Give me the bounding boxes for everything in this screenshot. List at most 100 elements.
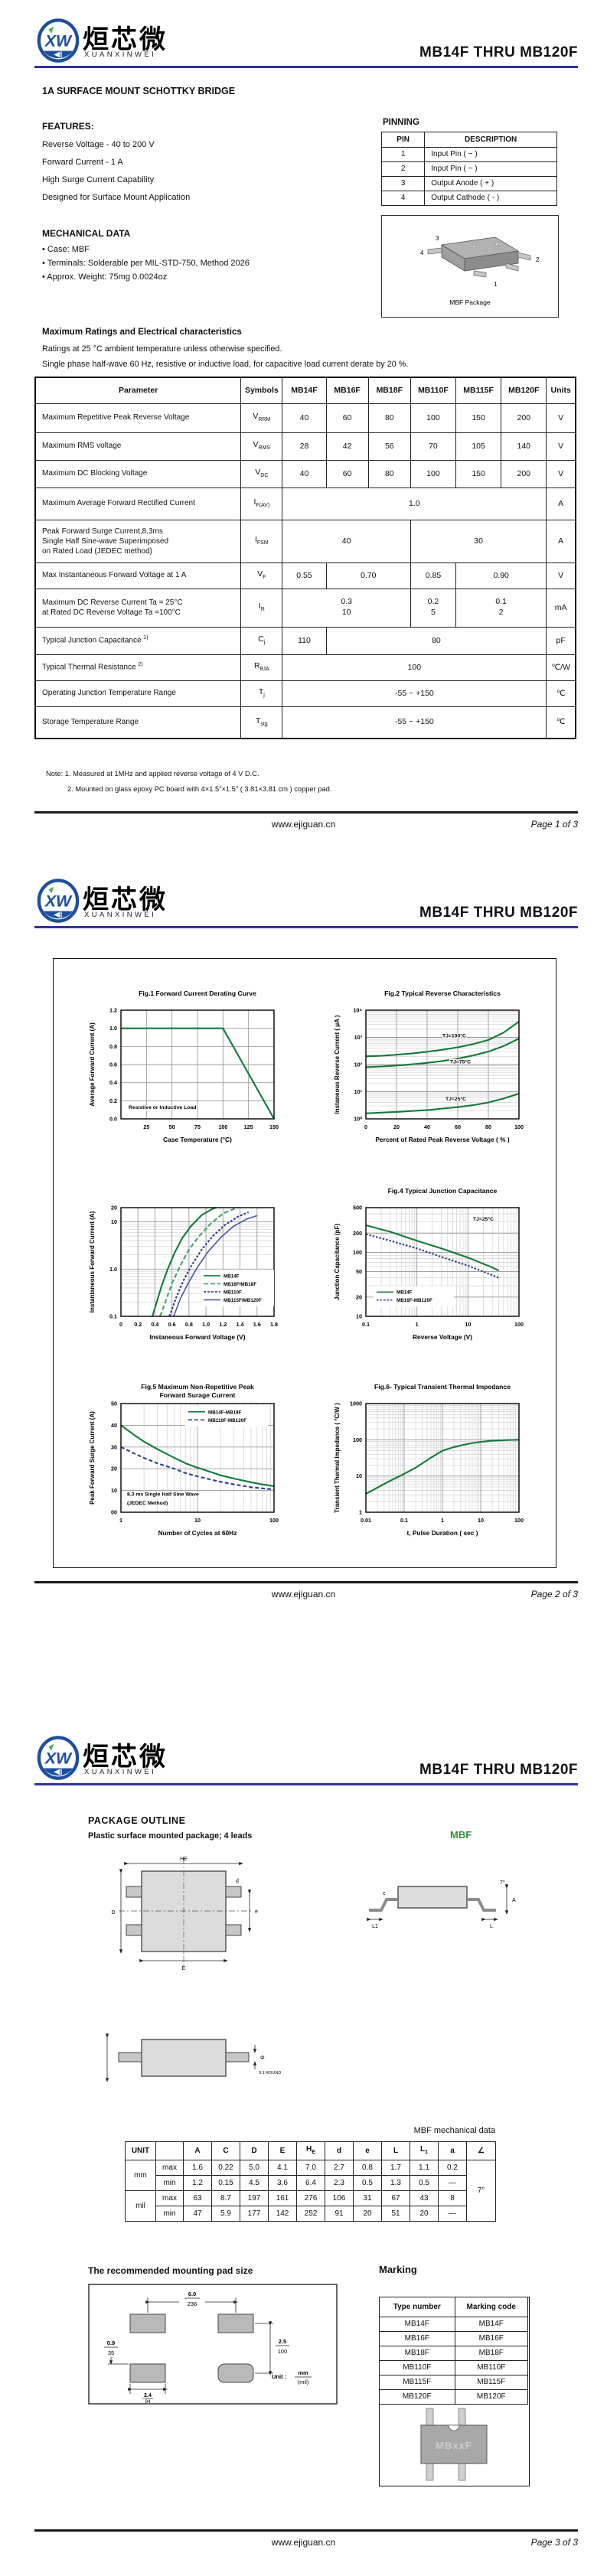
chart-text: 1.6: [253, 1321, 261, 1328]
doc-title: MB14F THRU MB120F: [419, 905, 578, 921]
feature-item: Forward Current - 1 A: [42, 158, 123, 167]
chart-text: MB110F: [224, 1290, 242, 1295]
ratings-subtitle: Single phase half-wave 60 Hz, resistive …: [42, 360, 409, 369]
chart-text: 1.8: [270, 1321, 278, 1328]
svg-text:XW: XW: [44, 1749, 73, 1768]
table-cell: Maximum Average Forward Rectified Curren…: [34, 487, 242, 520]
chart-shape: [173, 1215, 258, 1317]
dim-label: L1: [372, 1924, 378, 1929]
chart-text: 10¹: [354, 1088, 363, 1095]
pkg-body: [420, 2424, 488, 2464]
table-cell: Maximum DC Reverse Current Ta = 25°C at R…: [34, 588, 242, 628]
table-cell: A: [546, 519, 576, 563]
note-line: Note: 1. Measured at 1MHz and applied re…: [46, 770, 259, 778]
chart-text: 1: [119, 1517, 122, 1524]
table-cell: 80: [367, 459, 411, 488]
pkg-lead: [473, 270, 487, 278]
table-header-cell: MB18F: [367, 377, 411, 404]
marking-code-on-package: MBxxF: [436, 2440, 472, 2451]
table-cell: 200: [501, 403, 547, 433]
chart-text: MB110F-MB120F: [208, 1418, 246, 1423]
package-outline-subtitle: Plastic surface mounted package; 4 leads: [88, 1831, 253, 1841]
table-cell: Tstg: [240, 706, 283, 739]
table-cell: VF: [240, 562, 283, 589]
table-cell: Typical Junction Capacitance 1): [34, 626, 242, 655]
chart-text: Fig.2 Typical Reverse Characteristics: [384, 990, 501, 997]
table-header-cell: d: [325, 2141, 354, 2160]
pkg-lead: [517, 252, 531, 261]
chart-text: 150: [269, 1123, 279, 1130]
dim-label: Φ: [260, 2056, 265, 2061]
package-outline-drawing: HE E D e d A L L1 c 7° Φ 0.1 ROUND: [105, 1857, 516, 2082]
chart-text: Average Forward Current (A): [89, 1022, 96, 1107]
table-cell: A: [546, 487, 576, 520]
table-header-cell: DESCRIPTION: [424, 132, 557, 148]
chart-text: TJ=25°C: [473, 1216, 494, 1222]
package-outline-heading: PACKAGE OUTLINE: [88, 1815, 186, 1826]
doc-title: MB14F THRU MB120F: [419, 1762, 578, 1778]
table-cell: 91: [325, 2206, 354, 2222]
side-view-lead: [369, 1898, 398, 1912]
table-cell: mm: [125, 2160, 156, 2191]
table-header-cell: MB120F: [501, 377, 547, 404]
table-cell: MB14F: [454, 2317, 529, 2332]
chart-text: MB115F/MB120F: [224, 1298, 262, 1303]
table-cell: 8: [438, 2190, 467, 2206]
mounting-pad-drawing: 6.0 236 2.5 100 0.9 35 2.4 94 Unit : mm …: [88, 2284, 338, 2405]
company-logo-slot: XW: [35, 18, 81, 63]
table-cell: 110: [282, 626, 327, 655]
dim-label: HE: [180, 1857, 188, 1862]
table-cell: 51: [381, 2206, 410, 2222]
package-caption: MBF Package: [449, 298, 491, 306]
pkg-mold-dot: [472, 244, 476, 249]
chart-shape: [120, 1424, 275, 1487]
chart-text: 40: [111, 1422, 117, 1429]
svg-text:XW: XW: [44, 32, 73, 51]
pin-number: 3: [436, 235, 439, 242]
table-header-cell: e: [353, 2141, 382, 2160]
footer-site-link[interactable]: www.ejiguan.cn: [271, 819, 336, 830]
chart-text: 0.1: [400, 1517, 408, 1524]
chart-shape: [365, 1207, 520, 1317]
chart-text: 0.01: [361, 1517, 371, 1524]
feature-item: High Surge Current Capability: [42, 175, 155, 184]
chart-text: Transient Thermal Impedance ( °C/W ): [334, 1403, 341, 1513]
data-table: Parameter Symbols MB14F MB16F MB18F MB110F MB1…: [34, 377, 576, 739]
table-cell: 1.7: [381, 2160, 410, 2176]
table-cell: ℃: [546, 706, 576, 739]
chart-text: 10: [194, 1517, 201, 1524]
chart-text: 20: [111, 1205, 117, 1211]
company-logo: XW: [37, 1736, 80, 1780]
unit-label: Unit :: [272, 2373, 286, 2380]
chart-text: 40: [424, 1123, 430, 1130]
brand-name-en: XUANXINWEI: [84, 51, 157, 59]
data-table: UNIT A C D E HE d e L L1 a ∠ mm max 1.6 0.22 5.0 4.1 7.0 2.…: [125, 2141, 496, 2222]
table-header-cell: L1: [410, 2141, 439, 2160]
chart-text: 10: [465, 1321, 471, 1328]
chart-text: 1: [416, 1321, 419, 1328]
chart-text: 80: [485, 1123, 491, 1130]
dim-label: d: [236, 1879, 239, 1884]
doc-title: MB14F THRU MB120F: [419, 44, 578, 60]
table-cell: RθJA: [240, 654, 283, 681]
table-cell: 80: [325, 626, 547, 655]
table-cell: ℃: [546, 680, 576, 707]
chart-text: (JEDEC Method): [127, 1501, 168, 1506]
table-cell: 105: [455, 432, 502, 461]
table-header-cell: UNIT: [125, 2141, 156, 2160]
chart-text: 0.8: [185, 1321, 193, 1328]
table-cell: MB18F: [379, 2346, 455, 2361]
footer-site-link[interactable]: www.ejiguan.cn: [271, 1589, 336, 1599]
table-cell: 100: [282, 654, 547, 681]
table-cell: 7.0: [296, 2160, 325, 2176]
chart-text: Instaneous Forward Voltage (V): [149, 1333, 245, 1341]
table-cell: min: [155, 2206, 184, 2222]
table-header-cell: D: [240, 2141, 269, 2160]
footer-site-link[interactable]: www.ejiguan.cn: [271, 2537, 336, 2548]
table-cell: MB110F: [379, 2360, 455, 2375]
mech-item: • Terminals: Solderable per MIL-STD-750,…: [42, 259, 250, 268]
table-cell: 1.0: [282, 487, 547, 520]
table-cell: 8.7: [211, 2190, 240, 2206]
table-cell: IF(AV): [240, 487, 283, 520]
chart-text: 100: [353, 1249, 362, 1256]
